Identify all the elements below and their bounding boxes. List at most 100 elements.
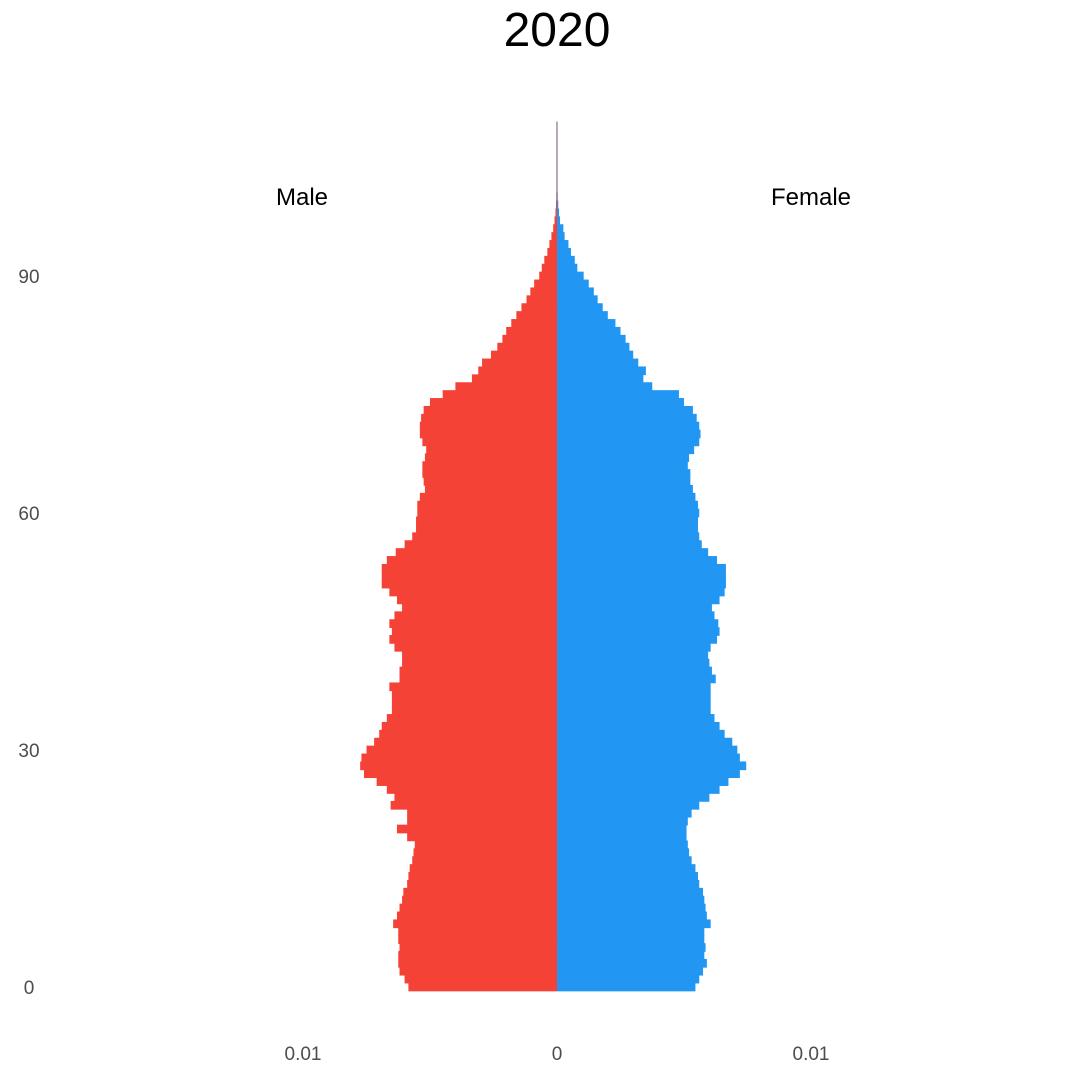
male-bar-age-30: [366, 745, 557, 755]
male-bar-age-105: [556, 153, 557, 162]
male-bar-age-104: [556, 161, 557, 170]
male-bar-age-48: [402, 603, 557, 613]
x-tick-label-2: 0.01: [793, 1044, 830, 1065]
female-bar-age-60: [557, 508, 700, 518]
male-bar-age-68: [426, 445, 557, 455]
female-bar-age-107: [557, 137, 558, 147]
female-bar-age-63: [557, 484, 693, 494]
male-bar-age-63: [424, 484, 557, 494]
male-bar-age-100: [556, 192, 557, 202]
female-bar-age-55: [557, 548, 709, 557]
male-bar-age-59: [416, 516, 557, 526]
female-bar-age-51: [557, 579, 726, 589]
female-bar-age-73: [557, 405, 693, 415]
male-bar-age-70: [419, 429, 557, 439]
male-bar-age-66: [422, 461, 557, 470]
female-bar-age-23: [557, 800, 700, 810]
female-bar-age-9: [557, 911, 707, 921]
male-bar-age-28: [360, 761, 557, 771]
female-bar-age-14: [557, 872, 698, 881]
female-bar-age-16: [557, 856, 692, 865]
male-bar-age-41: [402, 658, 557, 668]
male-bar-age-29: [361, 753, 557, 763]
male-bar-age-43: [394, 642, 557, 652]
male-bar-age-69: [422, 437, 557, 447]
female-bar-age-52: [557, 571, 726, 581]
female-bar-age-78: [557, 366, 646, 376]
male-bar-age-54: [386, 556, 557, 565]
male-bar-age-42: [402, 650, 557, 660]
female-bar-age-48: [557, 603, 712, 613]
male-bar-age-91: [541, 263, 557, 273]
male-bar-age-102: [556, 176, 557, 186]
y-axis-ticks: 0 30 60 90: [18, 267, 39, 999]
male-bar-age-85: [516, 311, 557, 320]
female-bar-age-72: [557, 413, 697, 423]
male-bar-age-2: [399, 966, 557, 976]
male-bar-age-74: [430, 398, 557, 407]
x-axis-ticks: 0.01 0 0.01: [285, 1044, 830, 1065]
female-bar-age-76: [557, 382, 653, 391]
female-bar-age-0: [557, 982, 696, 992]
male-bar-age-67: [424, 453, 557, 463]
male-bar-age-75: [442, 390, 557, 399]
male-bar-age-25: [386, 785, 557, 794]
female-bar-age-47: [557, 611, 715, 621]
x-tick-label-1: 0: [552, 1044, 563, 1065]
female-bar-age-89: [557, 279, 589, 289]
male-bar-age-73: [423, 405, 557, 415]
male-bar-age-6: [398, 935, 557, 944]
female-bar-age-109: [557, 121, 558, 131]
male-bar-age-13: [407, 879, 557, 889]
female-bar-age-8: [557, 919, 711, 929]
male-bar-age-64: [423, 477, 557, 486]
female-bar-age-20: [557, 824, 687, 834]
male-bar-age-101: [556, 184, 557, 194]
male-bar-age-94: [549, 240, 557, 249]
male-bar-age-109: [556, 121, 557, 131]
female-bar-age-102: [557, 176, 558, 186]
male-bar-age-58: [416, 524, 557, 534]
female-bar-age-62: [557, 492, 696, 502]
male-bar-age-18: [414, 840, 557, 850]
female-bar-age-68: [557, 445, 695, 455]
female-bar-age-75: [557, 390, 679, 399]
female-bar-age-31: [557, 737, 733, 747]
female-bar-age-29: [557, 753, 740, 763]
male-bar-age-21: [407, 816, 557, 826]
male-bar-age-16: [412, 856, 557, 865]
female-bar-age-101: [557, 184, 558, 194]
male-bar-age-77: [471, 374, 557, 384]
female-bar-age-4: [557, 951, 705, 960]
y-tick-label-0: 0: [24, 978, 35, 999]
female-bar-age-7: [557, 927, 705, 937]
male-bar-age-35: [391, 706, 557, 715]
female-bar-age-38: [557, 682, 711, 692]
male-bar-age-46: [389, 619, 557, 628]
male-bar-age-99: [555, 200, 557, 210]
male-bar-age-5: [399, 943, 557, 952]
male-bar-age-51: [381, 579, 557, 589]
male-bar-age-76: [455, 382, 557, 391]
female-bar-age-103: [557, 168, 558, 178]
male-bar-age-98: [555, 208, 557, 218]
male-bar-age-55: [395, 548, 557, 557]
male-bar-age-87: [526, 295, 557, 305]
male-bar-age-19: [407, 832, 557, 842]
male-bar-age-65: [422, 469, 557, 478]
female-bar-age-66: [557, 461, 688, 470]
male-bar-age-9: [396, 911, 557, 921]
male-bar-age-38: [389, 682, 557, 692]
female-bar-age-15: [557, 864, 696, 873]
female-bar-age-91: [557, 263, 578, 273]
female-bar-age-88: [557, 287, 594, 297]
male-bar-age-26: [376, 777, 557, 786]
male-bar-age-47: [394, 611, 557, 621]
male-bar-age-1: [404, 974, 557, 984]
male-bar-age-7: [398, 927, 557, 937]
female-bar-age-39: [557, 674, 716, 684]
male-bar-age-90: [539, 271, 557, 281]
male-bar-age-44: [389, 635, 557, 644]
male-bar-age-36: [391, 698, 557, 707]
male-bar-age-79: [482, 358, 557, 368]
